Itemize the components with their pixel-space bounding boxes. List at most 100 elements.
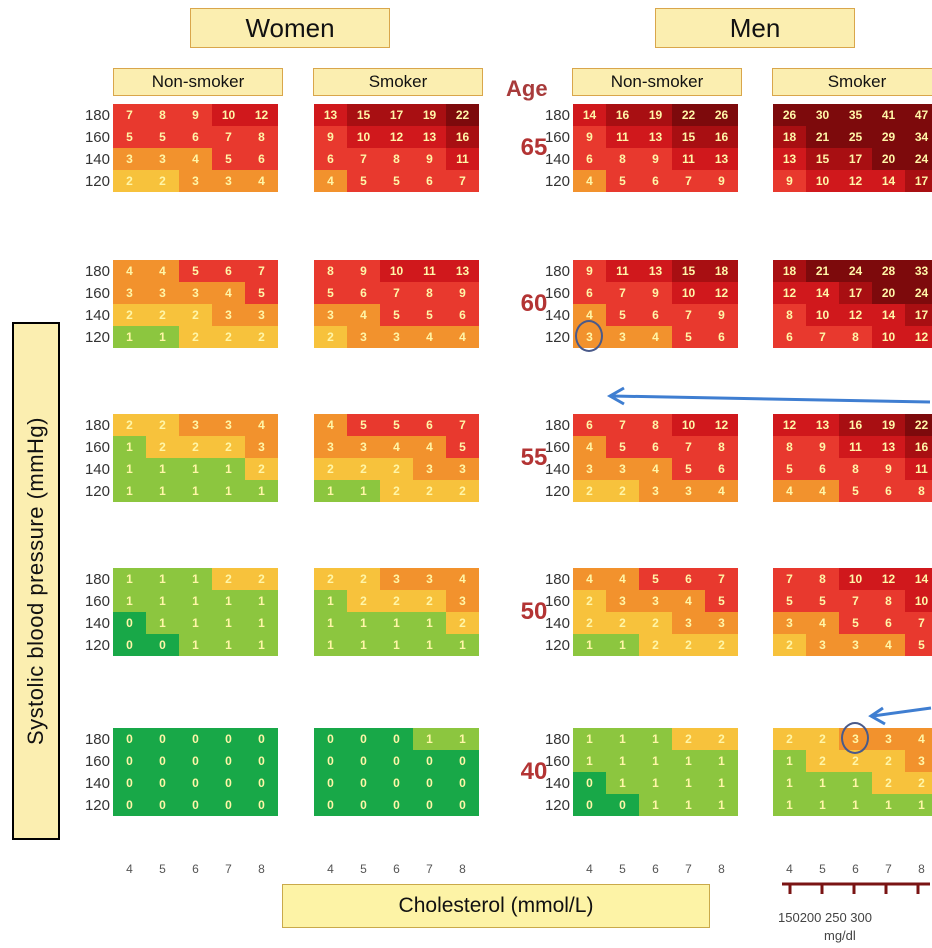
risk-cell: 14 bbox=[905, 568, 932, 590]
risk-cell: 11 bbox=[606, 260, 639, 282]
risk-cell: 4 bbox=[347, 304, 380, 326]
bp-tick-label: 160 bbox=[84, 439, 110, 456]
risk-cell: 6 bbox=[639, 436, 672, 458]
risk-cell: 5 bbox=[773, 458, 806, 480]
risk-cell: 0 bbox=[146, 634, 179, 656]
risk-cell: 3 bbox=[446, 590, 479, 612]
risk-cell: 30 bbox=[806, 104, 839, 126]
risk-cell: 2 bbox=[380, 590, 413, 612]
bp-tick-label: 120 bbox=[84, 797, 110, 814]
risk-cell: 3 bbox=[380, 326, 413, 348]
bp-tick-label: 140 bbox=[544, 151, 570, 168]
risk-cell: 13 bbox=[773, 148, 806, 170]
risk-cell: 1 bbox=[573, 634, 606, 656]
risk-cell: 8 bbox=[806, 568, 839, 590]
bp-tick-label: 120 bbox=[84, 637, 110, 654]
bp-tick-label: 180 bbox=[544, 731, 570, 748]
risk-grid-men-smoker-age-65: 26 30 35 41 47 18 21 25 29 34 13 15 17 20 24 9 10 12 14 17 bbox=[773, 104, 932, 192]
risk-cell: 5 bbox=[413, 304, 446, 326]
risk-cell: 3 bbox=[606, 458, 639, 480]
risk-cell: 3 bbox=[314, 436, 347, 458]
risk-cell: 16 bbox=[839, 414, 872, 436]
risk-cell: 1 bbox=[446, 728, 479, 750]
risk-cell: 10 bbox=[672, 414, 705, 436]
risk-cell: 11 bbox=[839, 436, 872, 458]
risk-cell: 12 bbox=[380, 126, 413, 148]
risk-cell: 0 bbox=[347, 750, 380, 772]
risk-cell: 5 bbox=[705, 590, 738, 612]
risk-cell: 2 bbox=[806, 728, 839, 750]
risk-cell: 17 bbox=[905, 170, 932, 192]
risk-cell: 3 bbox=[347, 326, 380, 348]
risk-cell: 0 bbox=[380, 728, 413, 750]
men-nonsmoker-label: Non-smoker bbox=[572, 68, 742, 96]
risk-cell: 7 bbox=[806, 326, 839, 348]
risk-cell: 4 bbox=[573, 568, 606, 590]
risk-cell: 7 bbox=[672, 436, 705, 458]
risk-cell: 5 bbox=[839, 612, 872, 634]
risk-cell: 6 bbox=[573, 282, 606, 304]
risk-cell: 3 bbox=[773, 612, 806, 634]
risk-cell: 1 bbox=[146, 326, 179, 348]
risk-cell: 3 bbox=[380, 568, 413, 590]
risk-cell: 24 bbox=[905, 282, 932, 304]
cholesterol-tick-label: 4 bbox=[586, 862, 593, 876]
cholesterol-tick-label: 7 bbox=[885, 862, 892, 876]
risk-cell: 1 bbox=[146, 458, 179, 480]
risk-cell: 8 bbox=[413, 282, 446, 304]
risk-cell: 0 bbox=[179, 728, 212, 750]
risk-cell: 7 bbox=[245, 260, 278, 282]
risk-cell: 2 bbox=[314, 326, 347, 348]
risk-cell: 1 bbox=[179, 568, 212, 590]
risk-cell: 10 bbox=[905, 590, 932, 612]
risk-cell: 2 bbox=[872, 772, 905, 794]
risk-cell: 4 bbox=[806, 480, 839, 502]
risk-cell: 1 bbox=[179, 590, 212, 612]
risk-cell: 0 bbox=[347, 728, 380, 750]
risk-cell: 9 bbox=[639, 148, 672, 170]
risk-cell: 3 bbox=[347, 436, 380, 458]
risk-cell: 1 bbox=[705, 772, 738, 794]
risk-cell: 20 bbox=[872, 282, 905, 304]
risk-cell: 2 bbox=[314, 458, 347, 480]
risk-cell: 1 bbox=[639, 750, 672, 772]
risk-cell: 2 bbox=[872, 750, 905, 772]
risk-cell: 0 bbox=[347, 772, 380, 794]
risk-cell: 3 bbox=[872, 728, 905, 750]
risk-cell: 2 bbox=[245, 458, 278, 480]
risk-cell: 1 bbox=[639, 794, 672, 816]
risk-cell: 9 bbox=[872, 458, 905, 480]
x-axis-label: Cholesterol (mmol/L) bbox=[282, 884, 710, 928]
risk-cell: 5 bbox=[347, 414, 380, 436]
risk-cell: 12 bbox=[839, 304, 872, 326]
risk-cell: 6 bbox=[705, 326, 738, 348]
bp-tick-label: 160 bbox=[544, 593, 570, 610]
risk-cell: 1 bbox=[606, 728, 639, 750]
risk-cell: 3 bbox=[314, 304, 347, 326]
risk-cell: 12 bbox=[773, 282, 806, 304]
risk-cell: 4 bbox=[806, 612, 839, 634]
risk-cell: 2 bbox=[705, 728, 738, 750]
risk-cell: 10 bbox=[806, 170, 839, 192]
bp-tick-label: 180 bbox=[84, 417, 110, 434]
cholesterol-tick-label: 6 bbox=[192, 862, 199, 876]
risk-cell: 13 bbox=[705, 148, 738, 170]
bp-tick-label: 180 bbox=[84, 731, 110, 748]
risk-cell: 6 bbox=[806, 458, 839, 480]
risk-cell: 15 bbox=[672, 126, 705, 148]
risk-cell: 4 bbox=[413, 436, 446, 458]
risk-cell: 1 bbox=[212, 634, 245, 656]
risk-cell: 19 bbox=[639, 104, 672, 126]
risk-grid-men-smoker-age-50: 7 8 10 12 14 5 5 7 8 10 3 4 5 6 7 2 3 3 4 5 bbox=[773, 568, 932, 656]
bp-tick-label: 140 bbox=[84, 775, 110, 792]
risk-cell: 1 bbox=[606, 634, 639, 656]
cholesterol-tick-label: 8 bbox=[918, 862, 925, 876]
risk-cell: 3 bbox=[639, 480, 672, 502]
bp-tick-label: 180 bbox=[84, 107, 110, 124]
risk-cell: 1 bbox=[413, 728, 446, 750]
risk-cell: 4 bbox=[639, 326, 672, 348]
risk-cell: 13 bbox=[413, 126, 446, 148]
risk-cell: 24 bbox=[905, 148, 932, 170]
